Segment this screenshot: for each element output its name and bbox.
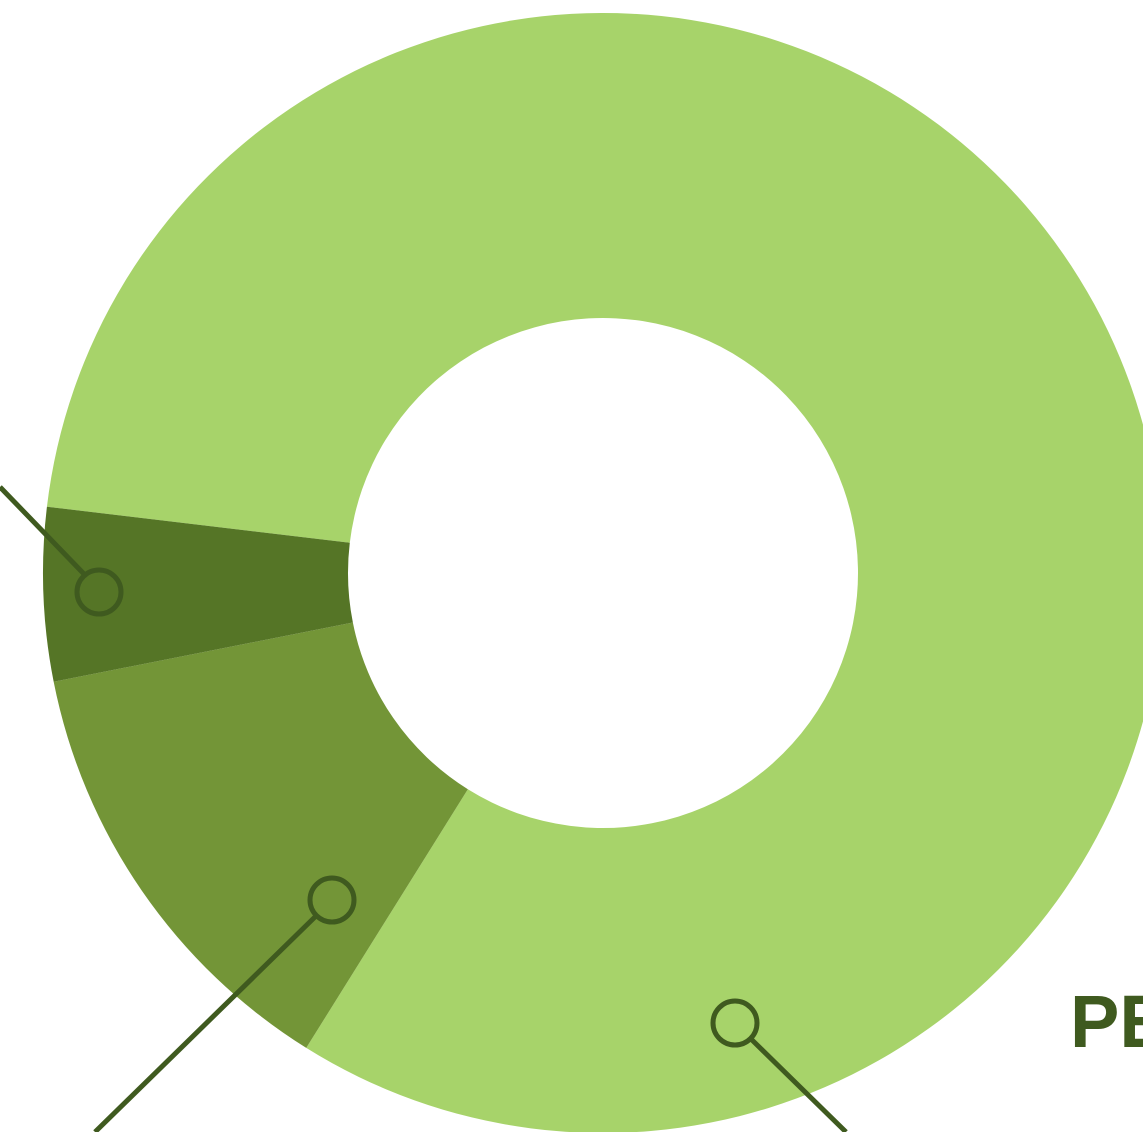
leader-line xyxy=(0,485,86,576)
donut-segment xyxy=(53,622,468,1048)
leader-line xyxy=(93,912,320,1132)
leader-marker xyxy=(307,875,357,925)
leader-marker xyxy=(74,567,124,617)
donut-segment xyxy=(42,506,353,682)
leader-lines xyxy=(0,485,848,1132)
donut-segment xyxy=(46,13,1143,1132)
leader-line xyxy=(748,1036,848,1132)
annotation: PE xyxy=(1070,980,1143,1063)
donut xyxy=(42,13,1143,1132)
leader-marker xyxy=(710,998,760,1048)
